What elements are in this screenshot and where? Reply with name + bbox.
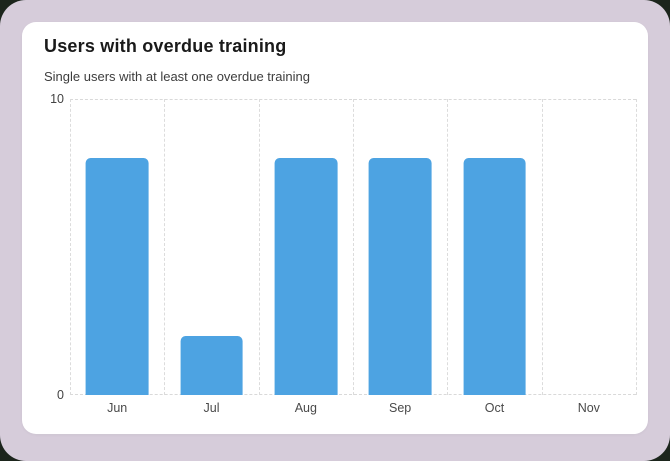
x-axis-label-nov: Nov: [577, 401, 600, 415]
plot-area: [70, 99, 637, 395]
gridline-v: [164, 99, 166, 395]
y-axis: 10 0: [44, 92, 70, 402]
gridline-v: [636, 99, 637, 395]
gridline-v: [353, 99, 354, 395]
plot-wrap: Jun Jul Aug Sep Oct Nov: [70, 99, 637, 421]
gridline-v: [70, 99, 71, 395]
gridline-v: [447, 99, 449, 395]
x-axis-labels: Jun Jul Aug Sep Oct Nov: [70, 401, 636, 421]
bar-jul: [180, 335, 243, 395]
x-axis-label-aug: Aug: [294, 401, 317, 415]
y-tick-label-max: 10: [50, 92, 64, 106]
bar-oct: [463, 158, 526, 395]
x-axis-label-sep: Sep: [389, 401, 412, 415]
x-axis-label-jun: Jun: [107, 401, 128, 415]
y-tick-label-min: 0: [57, 388, 64, 402]
gridline-v: [258, 99, 260, 395]
bar-aug: [274, 158, 338, 395]
card-subtitle: Single users with at least one overdue t…: [44, 69, 310, 84]
x-axis-label-oct: Oct: [484, 401, 505, 415]
card-title: Users with overdue training: [44, 36, 287, 56]
x-axis-label-jul: Jul: [203, 401, 220, 415]
chart-card: Users with overdue training Single users…: [22, 22, 648, 434]
bar-sep: [368, 158, 432, 395]
bar-chart: 10 0 Jun Jul Aug Sep Oct Nov: [44, 92, 637, 421]
gridline-v: [541, 99, 543, 395]
bar-jun: [85, 158, 149, 395]
